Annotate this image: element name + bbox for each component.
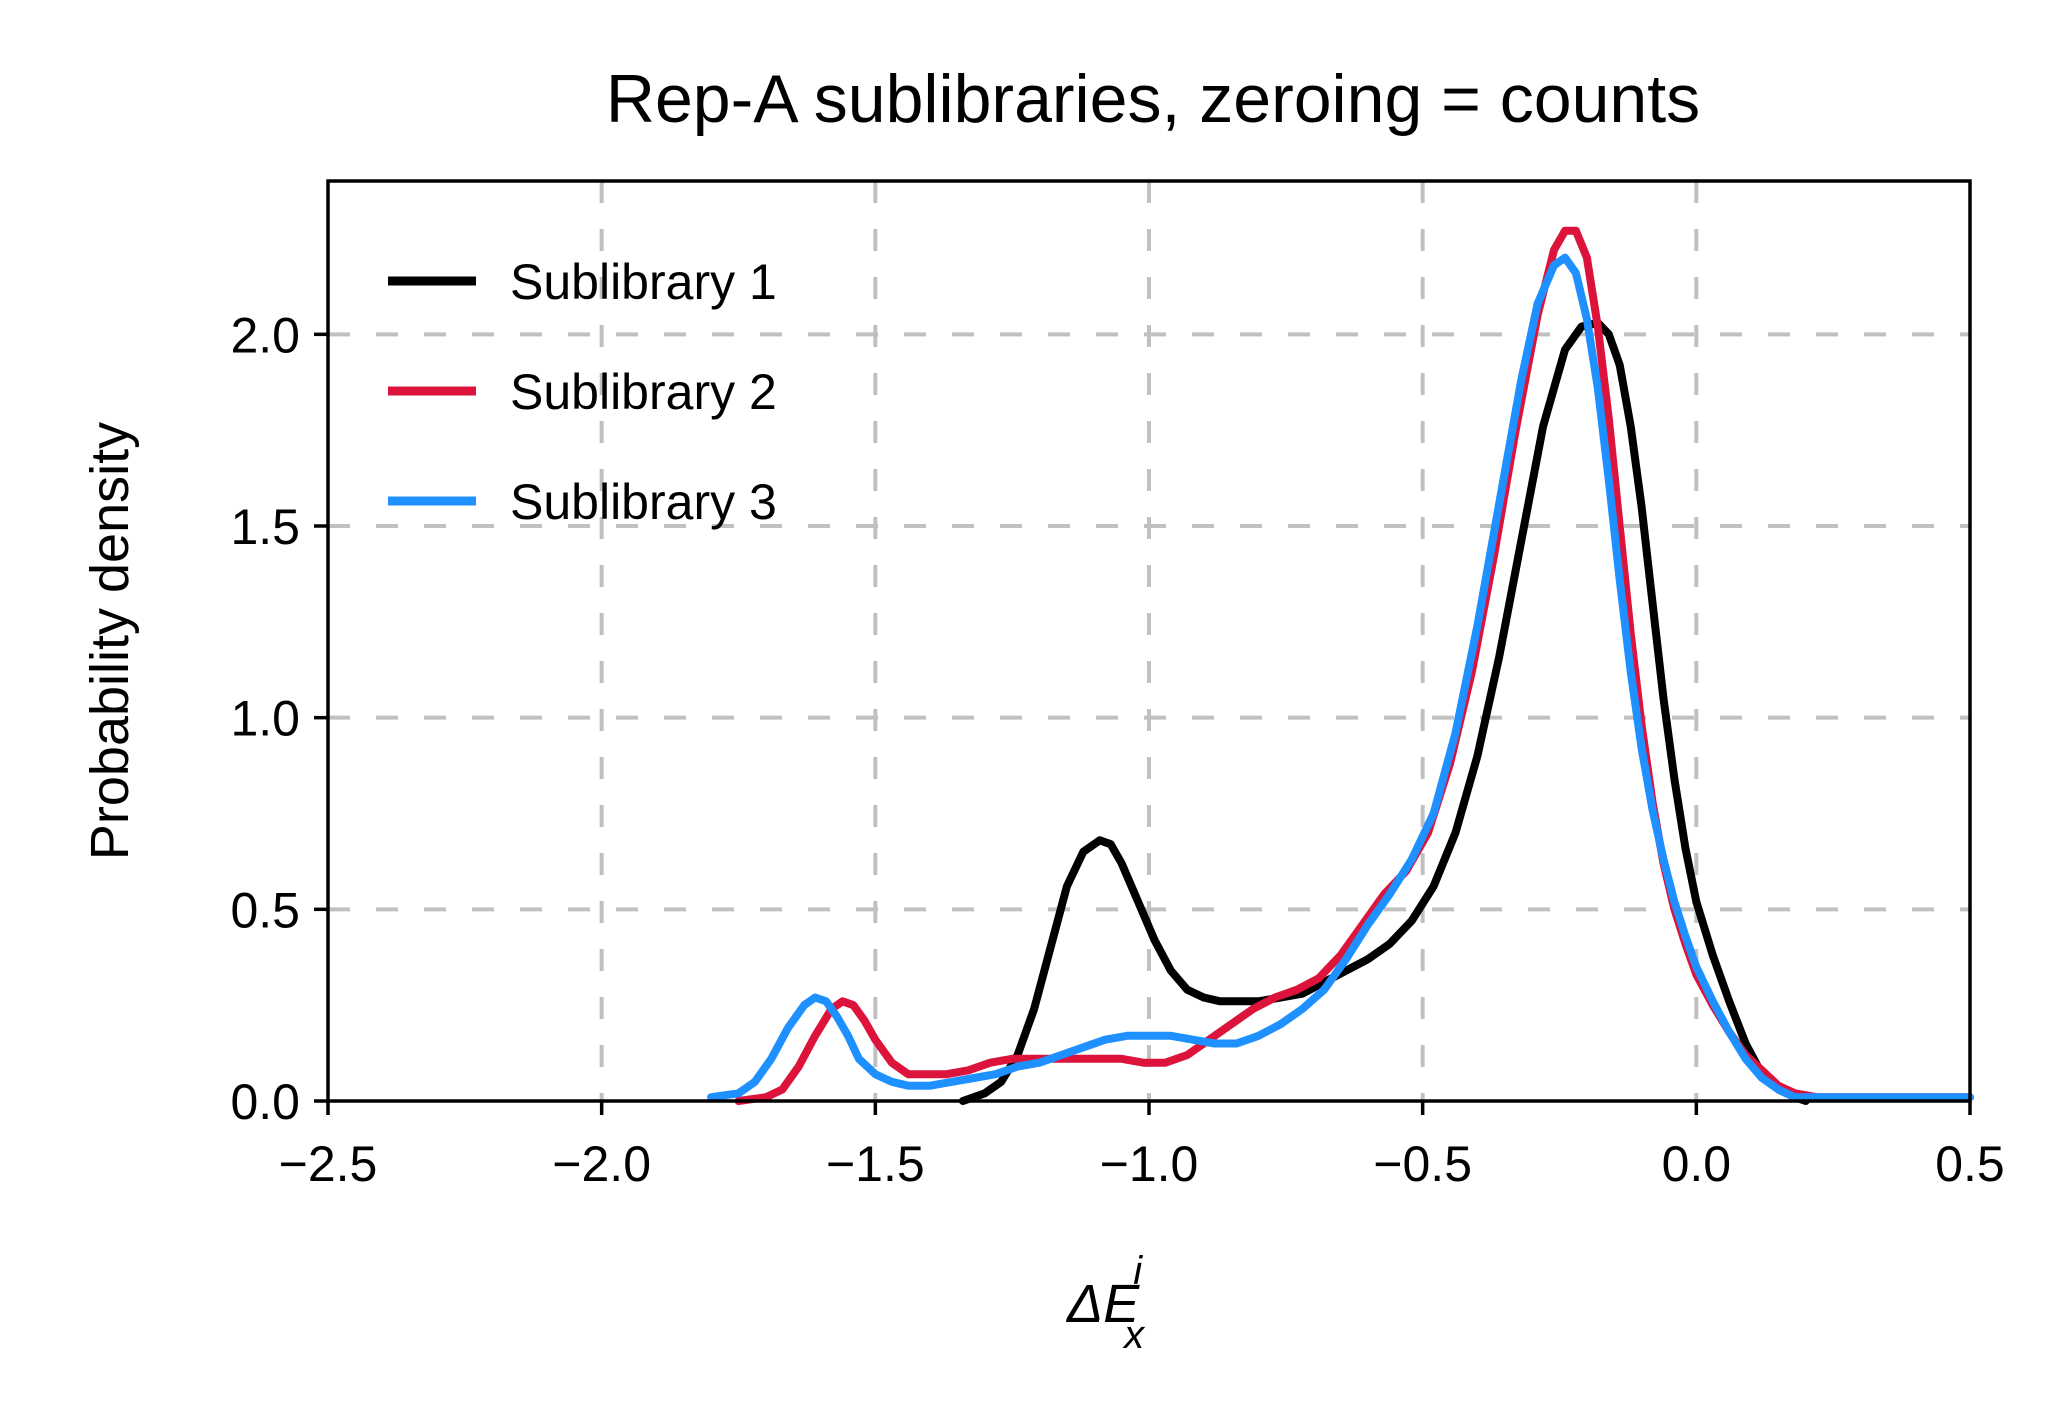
series-line-1 (958, 318, 1810, 1105)
legend: Sublibrary 1 Sublibrary 2 Sublibrary 3 (388, 254, 777, 530)
series-line-3 (707, 253, 1974, 1102)
y-tick-label: 0.5 (230, 882, 300, 938)
y-tick-label: 0.0 (230, 1074, 300, 1130)
x-tick-label: 0.5 (1935, 1136, 2005, 1192)
x-tick-label: 0.0 (1662, 1136, 1732, 1192)
x-axis: −2.5 −2.0 −1.5 −1.0 −0.5 0.0 0.5 (279, 1101, 2005, 1192)
x-tick-label: −1.0 (1100, 1136, 1199, 1192)
grid-lines (328, 181, 1970, 1101)
x-axis-label: ΔEi x (1065, 1249, 1146, 1357)
series-lines (707, 226, 1974, 1105)
y-tick-label: 1.5 (230, 499, 300, 555)
legend-label-2: Sublibrary 2 (510, 364, 777, 420)
y-axis: 0.0 0.5 1.0 1.5 2.0 (230, 307, 328, 1130)
legend-label-1: Sublibrary 1 (510, 254, 777, 310)
y-tick-label: 2.0 (230, 307, 300, 363)
x-tick-label: −2.0 (552, 1136, 651, 1192)
legend-label-3: Sublibrary 3 (510, 474, 777, 530)
chart-title: Rep-A sublibraries, zeroing = counts (606, 61, 1700, 137)
y-tick-label: 1.0 (230, 691, 300, 747)
x-axis-label-sub: x (1122, 1313, 1146, 1357)
x-tick-label: −0.5 (1373, 1136, 1472, 1192)
x-axis-label-sup: i (1133, 1249, 1143, 1293)
x-axis-label-base: ΔE (1065, 1274, 1140, 1334)
x-tick-label: −1.5 (826, 1136, 925, 1192)
x-tick-label: −2.5 (279, 1136, 378, 1192)
y-axis-label: Probability density (80, 422, 140, 860)
